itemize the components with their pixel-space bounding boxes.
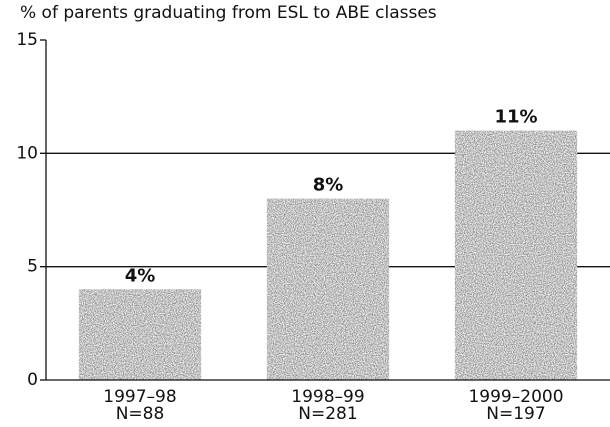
value-label: 8% bbox=[313, 175, 344, 196]
value-label: 4% bbox=[125, 265, 156, 286]
y-tick-label: 10 bbox=[16, 143, 38, 163]
y-tick-label: 15 bbox=[16, 30, 38, 50]
sample-size-label: N=88 bbox=[116, 404, 165, 424]
x-tick-label: 1997–98 bbox=[103, 387, 176, 407]
value-label: 11% bbox=[494, 107, 537, 128]
bar bbox=[78, 289, 202, 380]
y-tick-label: 5 bbox=[27, 257, 38, 277]
x-tick-label: 1999–2000 bbox=[468, 387, 563, 407]
chart-title: % of parents graduating from ESL to ABE … bbox=[20, 3, 437, 23]
bar bbox=[266, 198, 390, 380]
y-tick-label: 0 bbox=[27, 370, 38, 390]
sample-size-label: N=197 bbox=[486, 404, 545, 424]
sample-size-label: N=281 bbox=[298, 404, 357, 424]
x-tick-label: 1998–99 bbox=[291, 387, 364, 407]
bar bbox=[454, 130, 578, 380]
